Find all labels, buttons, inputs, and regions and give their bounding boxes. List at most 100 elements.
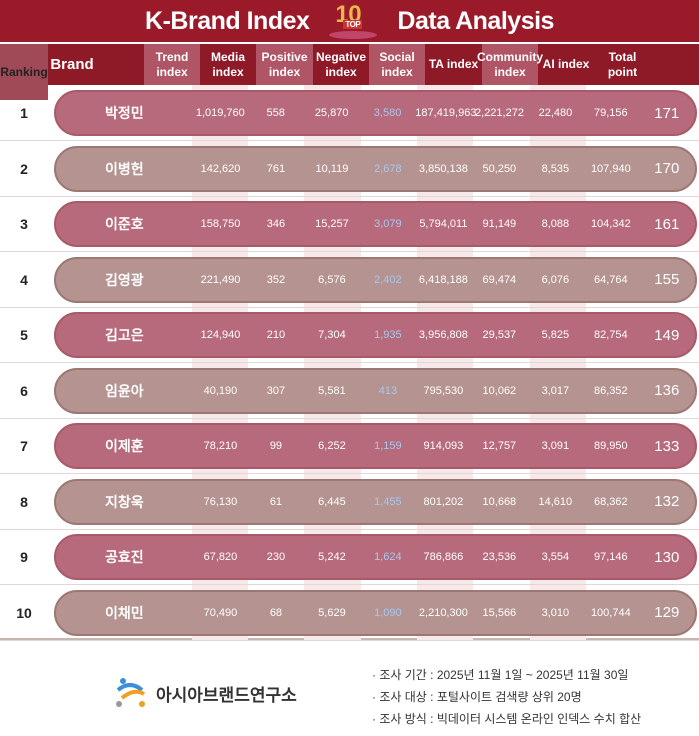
top10-badge-icon: 10 TOP [323,1,383,41]
ta-value: 2,221,272 [475,107,524,119]
trend-value: 70,490 [203,606,238,619]
media-value: 230 [266,551,286,563]
brand-value: 지창욱 [105,493,144,510]
trend-value: 158,750 [200,218,241,230]
total-value: 149 [654,326,680,344]
ai-value: 86,352 [593,384,628,397]
community-value: 6,076 [541,273,570,286]
brand-pill: 김고은 124,940 210 7,304 1,935 3,956,808 29,537 5,… [54,312,697,358]
total-value: 171 [654,104,680,122]
trend-value: 1,019,760 [195,107,245,119]
table-row: 5 김고은 124,940 210 7,304 1,935 3,956,808 29,537 5… [0,307,699,363]
rank-number: 10 [16,604,32,621]
header-ta-index: TA index [428,57,479,71]
brand-pill: 임윤아 40,190 307 5,581 413 795,530 10,062 3,017 86… [54,367,697,414]
brand-pill: 지창욱 76,130 61 6,445 1,455 801,202 10,668 14,610… [54,478,697,525]
media-value: 558 [266,107,285,119]
positive-value: 15,257 [315,218,349,230]
brand-value: 임윤아 [105,382,144,399]
total-value: 130 [654,548,680,566]
rank-number: 9 [20,549,28,565]
ai-value: 64,764 [593,273,628,286]
ta-value: 10,668 [482,495,517,508]
positive-value: 25,870 [314,107,349,119]
media-value: 61 [269,495,283,508]
trend-value: 124,940 [200,329,241,341]
positive-value: 5,629 [318,606,346,619]
social-value: 3,850,138 [418,162,468,175]
note-target: · 조사 대상 : 포털사이트 검색량 상위 20명 [372,690,582,704]
brand-pill: 이병헌 142,620 761 10,119 2,678 3,850,138 50,250 8… [54,145,697,192]
trend-value: 78,210 [203,440,238,452]
ai-value: 104,342 [590,218,631,230]
ta-value: 10,062 [482,384,517,397]
negative-value: 1,455 [374,495,402,508]
brand-pill: 이제훈 78,210 99 6,252 1,159 914,093 12,757 3,091 8… [54,423,697,469]
negative-value: 2,402 [374,273,402,286]
header-community-index: Community index [477,44,543,85]
ranking-table: 1 박정민 1,019,760 558 25,870 3,580 187,419,963 2,… [0,85,699,641]
total-value: 136 [654,382,680,399]
note-method: · 조사 방식 : 빅데이터 시스템 온라인 인덱스 수치 합산 [372,712,642,726]
community-value: 5,825 [541,329,570,341]
table-row: 8 지창욱 76,130 61 6,445 1,455 801,202 10,668 14,61… [0,474,699,530]
negative-value: 3,580 [373,107,402,119]
note-period: · 조사 기간 : 2025년 11월 1일 ~ 2025년 11월 30일 [372,668,629,682]
media-value: 352 [266,273,286,286]
media-value: 210 [266,329,286,341]
positive-value: 5,581 [318,384,346,397]
negative-value: 1,090 [374,606,402,619]
ta-value: 50,250 [482,162,517,175]
header-positive-index: Positive index [256,44,313,85]
org-name: 아시아브랜드연구소 [156,685,297,705]
media-value: 99 [269,440,283,452]
media-value: 68 [269,606,283,619]
negative-value: 1,935 [374,329,402,341]
title-bar: K-Brand Index 10 TOP Data Analysis [0,0,699,42]
community-value: 22,480 [538,107,573,119]
social-value: 187,419,963 [415,107,477,119]
media-value: 761 [266,162,286,175]
social-value: 914,093 [423,440,464,452]
community-value: 3,010 [541,606,570,619]
rank-number: 6 [20,382,28,399]
negative-value: 1,624 [374,551,402,563]
social-value: 786,866 [423,551,464,563]
rank-number: 1 [20,105,28,121]
header-trend-index: Trend index [144,44,200,85]
negative-value: 413 [378,384,398,397]
table-row: 3 이준호 158,750 346 15,257 3,079 5,794,011 91,149… [0,196,699,252]
negative-value: 1,159 [374,440,402,452]
total-value: 170 [654,160,680,177]
trend-value: 67,820 [203,551,238,563]
title-left: K-Brand Index [145,6,310,35]
media-value: 346 [266,218,286,230]
positive-value: 5,242 [318,551,346,563]
trend-value: 76,130 [203,495,238,508]
brand-pill: 이채민 70,490 68 5,629 1,090 2,210,300 15,566 3,01… [54,589,697,636]
trend-value: 221,490 [200,273,241,286]
ta-value: 23,536 [482,551,517,563]
header-brand: Brand [50,56,94,73]
org-logo: 아시아브랜드연구소 [114,676,297,710]
social-value: 801,202 [423,495,464,508]
brand-pill: 이준호 158,750 346 15,257 3,079 5,794,011 91,149 8… [54,201,697,247]
community-value: 3,554 [541,551,570,563]
total-value: 133 [654,437,680,455]
community-value: 8,535 [541,162,570,175]
brand-value: 김영광 [105,271,144,288]
social-value: 3,956,808 [418,329,468,341]
ta-value: 91,149 [482,218,517,230]
social-value: 5,794,011 [419,218,468,230]
negative-value: 2,678 [374,162,402,175]
rank-number: 3 [20,216,28,232]
table-row: 10 이채민 70,490 68 5,629 1,090 2,210,300 15,566 3,… [0,585,699,641]
logo-icon [116,678,146,707]
ai-value: 68,362 [593,495,628,508]
header-media-index: Media index [210,49,245,79]
media-value: 307 [266,384,286,397]
trend-value: 142,620 [200,162,241,175]
ta-value: 29,537 [482,329,517,341]
ai-value: 97,146 [593,551,628,563]
ai-value: 107,940 [590,162,631,175]
